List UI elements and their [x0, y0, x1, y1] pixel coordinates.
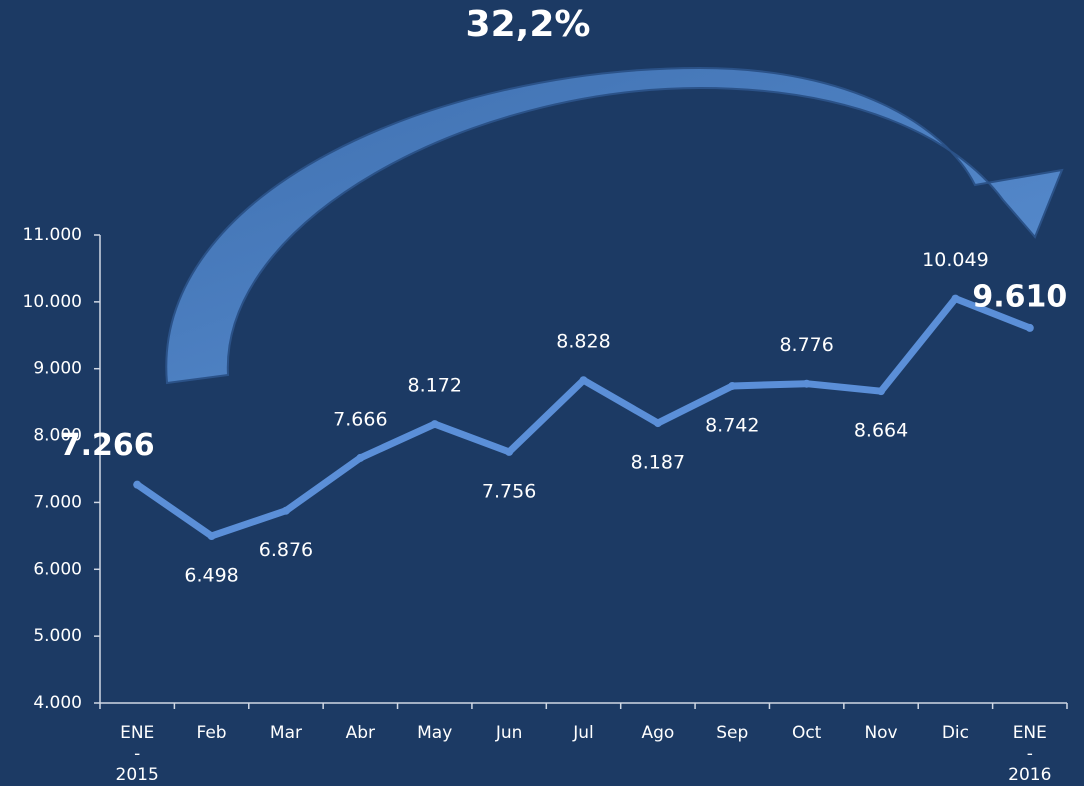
x-tick-label: Dic: [920, 723, 990, 744]
value-label: 8.828: [556, 331, 610, 353]
value-label: 7.756: [482, 480, 536, 502]
value-label: 8.172: [408, 375, 462, 397]
y-tick-label: 4.000: [33, 693, 82, 713]
value-label: 9.610: [972, 279, 1067, 314]
x-tick-label: Abr: [325, 723, 395, 744]
x-tick-label: Jul: [549, 723, 619, 744]
x-tick-label: Oct: [772, 723, 842, 744]
data-point: [877, 387, 885, 395]
y-tick-label: 9.000: [33, 359, 82, 379]
data-point: [505, 448, 513, 456]
value-label: 8.664: [854, 420, 908, 442]
data-point: [654, 419, 662, 427]
data-point: [282, 507, 290, 515]
x-tick-label: Ago: [623, 723, 693, 744]
data-point: [951, 295, 959, 303]
value-label: 7.666: [333, 408, 387, 430]
value-label: 8.776: [779, 334, 833, 356]
data-point: [728, 382, 736, 390]
x-tick-label: Feb: [177, 723, 247, 744]
data-point: [133, 481, 141, 489]
value-label: 6.876: [259, 539, 313, 561]
x-tick-label: Jun: [474, 723, 544, 744]
data-point: [431, 420, 439, 428]
data-point: [803, 380, 811, 388]
y-tick-label: 7.000: [33, 492, 82, 512]
y-tick-label: 10.000: [23, 292, 82, 312]
x-tick-label: ENE - 2016: [995, 723, 1065, 786]
value-label: 7.266: [60, 428, 155, 463]
value-label: 8.187: [631, 452, 685, 474]
y-tick-label: 11.000: [23, 225, 82, 245]
growth-annotation: 32,2%: [466, 4, 591, 45]
data-point: [356, 454, 364, 462]
chart: 32,2% 4.0005.0006.0007.0008.0009.00010.0…: [0, 0, 1084, 774]
page: {"chart_data": {"type": "line", "annotat…: [0, 0, 1084, 774]
y-tick-label: 6.000: [33, 559, 82, 579]
x-tick-label: May: [400, 723, 470, 744]
x-tick-label: Mar: [251, 723, 321, 744]
x-tick-label: ENE - 2015: [102, 723, 172, 786]
value-label: 6.498: [184, 564, 238, 586]
x-tick-label: Nov: [846, 723, 916, 744]
x-tick-label: Sep: [697, 723, 767, 744]
y-tick-label: 5.000: [33, 626, 82, 646]
value-label: 8.742: [705, 414, 759, 436]
value-label: 10.049: [922, 249, 988, 271]
data-point: [1026, 324, 1034, 332]
data-point: [208, 532, 216, 540]
data-point: [580, 376, 588, 384]
